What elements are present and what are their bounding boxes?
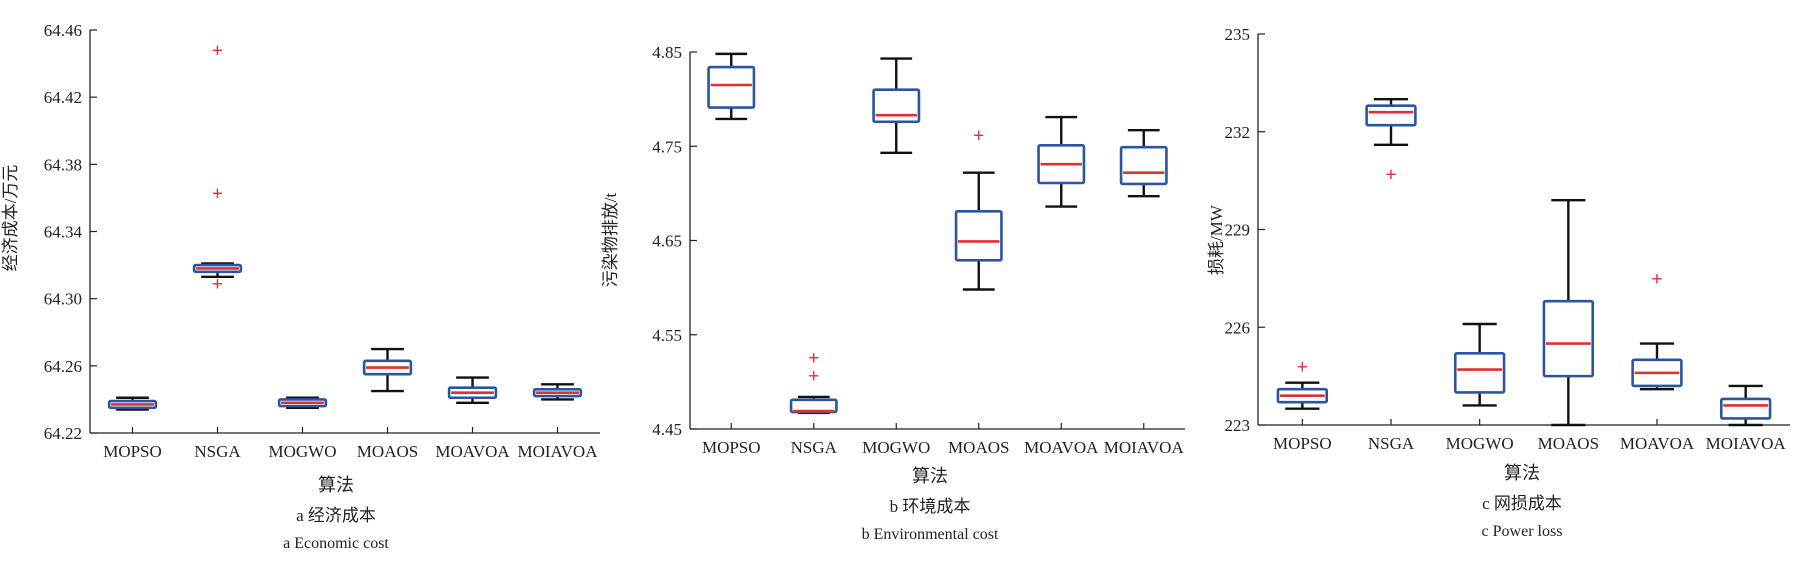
outlier-marker: + — [212, 274, 223, 296]
x-tick-label: MOGWO — [1446, 434, 1514, 453]
x-tick-label: MOAOS — [948, 438, 1009, 457]
box-nsga: + + + — [192, 40, 243, 296]
iqr-box — [954, 209, 1003, 262]
y-tick-label: 4.75 — [652, 137, 682, 156]
panel-environmental-cost: 污染物排放/t 算法 b 环境成本 b Environmental cost 4… — [601, 43, 1185, 543]
x-tick-label: MOAOS — [1538, 434, 1599, 453]
panel-a-ylabel: 经济成本/万元 — [1, 165, 20, 272]
x-tick-label: MOAOS — [357, 442, 418, 461]
y-tick-label: 64.22 — [44, 424, 82, 443]
y-tick-label: 64.30 — [44, 290, 82, 309]
box-mopso: + — [1276, 356, 1329, 410]
x-tick-label: MOPSO — [103, 442, 162, 461]
panel-a-caption-en: a Economic cost — [283, 535, 389, 552]
x-tick-label: MOIAVOA — [1104, 438, 1185, 457]
y-tick-label: 64.34 — [44, 223, 83, 242]
iqr-box — [1719, 397, 1772, 420]
panel-c-caption-en: c Power loss — [1482, 523, 1563, 540]
box-mogwo — [872, 57, 921, 155]
x-tick-label: MOIAVOA — [518, 442, 599, 461]
y-tick-label: 235 — [1225, 25, 1251, 44]
panel-b-ylabel: 污染物排放/t — [601, 193, 620, 288]
y-tick-label: 4.65 — [652, 232, 682, 251]
outlier-marker: + — [1297, 356, 1308, 378]
x-tick-label: MOGWO — [269, 442, 337, 461]
box-moiavoa — [1119, 129, 1168, 198]
box-mopso — [707, 52, 756, 121]
iqr-box — [1119, 145, 1168, 186]
box-nsga: + — [1365, 97, 1417, 186]
y-tick-label: 64.42 — [44, 88, 82, 107]
iqr-box — [1542, 299, 1595, 378]
y-tick-label: 4.55 — [652, 326, 682, 345]
panel-economic-cost: 经济成本/万元 算法 a 经济成本 a Economic cost 64.22 6… — [1, 21, 600, 552]
panel-power-loss: 损耗/MW 算法 c 网损成本 c Power loss 223 226 229 23… — [1207, 25, 1790, 540]
outlier-marker: + — [1385, 164, 1396, 186]
x-tick-label: MOAVOA — [1024, 438, 1099, 457]
y-tick-label: 232 — [1225, 123, 1251, 142]
panel-c-ylabel: 损耗/MW — [1207, 204, 1226, 275]
y-tick-label: 4.45 — [652, 420, 682, 439]
x-tick-label: MOPSO — [1273, 434, 1332, 453]
box-moavoa — [447, 376, 498, 404]
x-tick-label: MOIAVOA — [1706, 434, 1787, 453]
iqr-box — [872, 88, 921, 124]
x-tick-label: NSGA — [1368, 434, 1415, 453]
y-tick-label: 64.38 — [44, 155, 82, 174]
box-moiavoa — [1719, 384, 1772, 427]
x-tick-label: NSGA — [791, 438, 838, 457]
y-tick-label: 229 — [1225, 221, 1251, 240]
x-tick-label: MOAVOA — [1620, 434, 1695, 453]
y-tick-label: 4.85 — [652, 43, 682, 62]
outlier-marker: + — [212, 40, 223, 62]
outlier-marker: + — [1651, 268, 1662, 290]
panel-c-xlabel: 算法 — [1504, 463, 1540, 483]
y-tick-label: 223 — [1225, 416, 1251, 435]
iqr-box — [1453, 352, 1506, 394]
box-moaos — [362, 347, 413, 393]
box-mogwo — [277, 396, 328, 410]
panel-a-xlabel: 算法 — [318, 475, 354, 495]
panel-b-caption-cn: b 环境成本 — [890, 497, 971, 516]
panel-c-caption-cn: c 网损成本 — [1482, 494, 1562, 513]
box-moavoa: + — [1631, 268, 1683, 391]
panel-a-caption-cn: a 经济成本 — [296, 506, 376, 525]
outlier-marker: + — [212, 183, 223, 205]
x-tick-label: NSGA — [194, 442, 241, 461]
y-tick-label: 64.46 — [44, 21, 82, 40]
x-tick-label: MOGWO — [862, 438, 930, 457]
outlier-marker: + — [973, 125, 984, 147]
x-tick-label: MOPSO — [702, 438, 761, 457]
box-moavoa — [1037, 115, 1086, 208]
iqr-box — [707, 65, 756, 109]
box-nsga: ++ — [789, 347, 838, 415]
box-moaos: + — [954, 125, 1003, 291]
iqr-box — [1365, 104, 1417, 127]
y-tick-label: 64.26 — [44, 357, 82, 376]
box-moaos — [1542, 198, 1595, 427]
box-mopso — [107, 396, 158, 411]
box-moiavoa — [532, 383, 583, 401]
y-tick-label: 226 — [1225, 318, 1251, 337]
outlier-marker: + — [808, 347, 819, 369]
panel-b-xlabel: 算法 — [912, 466, 948, 486]
x-tick-label: MOAVOA — [435, 442, 510, 461]
box-mogwo — [1453, 322, 1506, 407]
outlier-marker: + — [808, 365, 819, 387]
panel-b-caption-en: b Environmental cost — [862, 526, 999, 543]
